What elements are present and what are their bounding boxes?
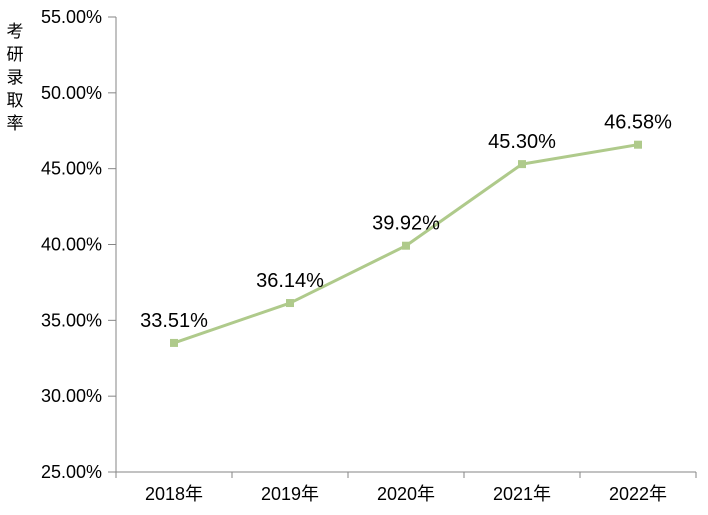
x-category-label: 2021年 <box>493 484 551 504</box>
data-point-marker <box>634 140 642 149</box>
data-point-marker <box>402 241 410 250</box>
data-label: 33.51% <box>140 310 208 332</box>
y-axis-title: 考研录取率 <box>6 22 24 133</box>
x-category-label: 2020年 <box>377 484 435 504</box>
y-tick-label: 45.00% <box>41 159 102 179</box>
y-tick-label: 40.00% <box>41 235 102 255</box>
y-tick-label: 30.00% <box>41 386 102 406</box>
data-label: 46.58% <box>604 112 672 134</box>
x-category-label: 2019年 <box>261 484 319 504</box>
y-tick-label: 55.00% <box>41 7 102 27</box>
x-category-label: 2018年 <box>145 484 203 504</box>
y-tick-label: 35.00% <box>41 310 102 330</box>
data-point-marker <box>286 299 294 308</box>
data-point-marker <box>518 160 526 169</box>
y-tick-label: 50.00% <box>41 83 102 103</box>
data-label: 36.14% <box>256 270 324 292</box>
data-point-marker <box>170 338 178 347</box>
data-label: 45.30% <box>488 131 556 153</box>
y-tick-label: 25.00% <box>41 462 102 482</box>
x-category-label: 2022年 <box>609 484 667 504</box>
data-label: 39.92% <box>372 213 440 235</box>
